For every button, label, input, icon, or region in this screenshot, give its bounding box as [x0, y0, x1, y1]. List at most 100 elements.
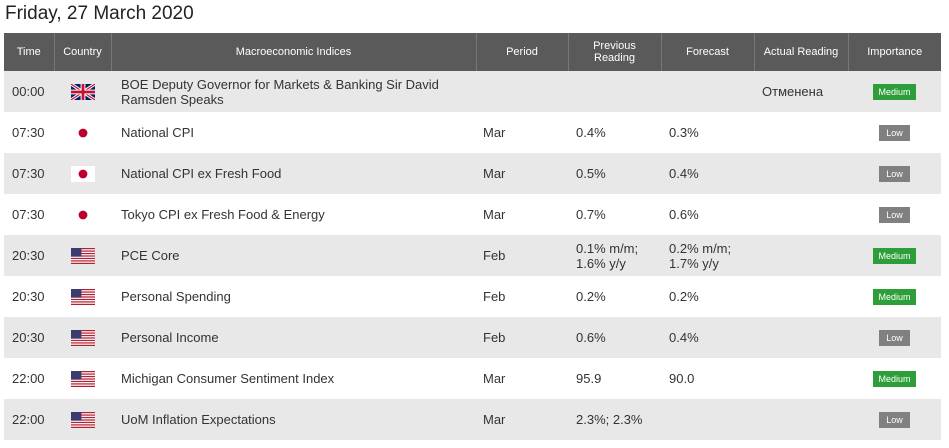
event-period — [476, 71, 568, 112]
page-title: Friday, 27 March 2020 — [5, 3, 194, 24]
table-row: 20:30 Personal Spending Feb 0.2% 0.2% Medium — [4, 276, 941, 317]
event-name: National CPI ex Fresh Food — [111, 153, 476, 194]
column-header-country: Country — [54, 33, 112, 71]
column-header-importance: Importance — [848, 33, 941, 71]
importance-badge: Low — [879, 412, 910, 428]
importance-cell: Low — [848, 194, 941, 235]
actual-reading — [754, 235, 848, 276]
japan-flag-icon — [70, 206, 95, 223]
previous-reading: 0.2% — [568, 276, 661, 317]
previous-reading — [568, 71, 661, 112]
table-header: Time Country Macroeconomic Indices Perio… — [4, 33, 941, 71]
importance-badge: Medium — [873, 289, 916, 305]
table-row: 07:30 National CPI ex Fresh Food Mar 0.5% 0.… — [4, 153, 941, 194]
event-period: Mar — [476, 358, 568, 399]
event-time: 20:30 — [4, 235, 54, 276]
event-time: 07:30 — [4, 112, 54, 153]
forecast-value — [661, 399, 754, 440]
forecast-value-text: 0.2% — [669, 289, 699, 304]
forecast-value — [661, 71, 754, 112]
column-header-previous-label: Previous Reading — [593, 40, 636, 64]
event-period: Feb — [476, 276, 568, 317]
previous-reading: 0.6% — [568, 317, 661, 358]
importance-cell: Low — [848, 153, 941, 194]
event-time: 07:30 — [4, 153, 54, 194]
event-time: 07:30 — [4, 194, 54, 235]
event-period: Feb — [476, 317, 568, 358]
us-flag-icon — [70, 247, 95, 264]
forecast-value-text: 90.0 — [669, 371, 695, 386]
table-row: 20:30 Personal Income Feb 0.6% 0.4% Low — [4, 317, 941, 358]
japan-flag-icon — [70, 165, 95, 182]
us-flag-icon — [70, 370, 95, 387]
country-cell — [54, 399, 111, 440]
table-row: 07:30 Tokyo CPI ex Fresh Food & Energy Mar… — [4, 194, 941, 235]
actual-reading — [754, 112, 848, 153]
event-name: UoM Inflation Expectations — [111, 399, 476, 440]
forecast-value-text: 0.2% m/m; 1.7% y/y — [669, 240, 732, 271]
column-header-forecast: Forecast — [661, 33, 755, 71]
table-row: 20:30 PCE Core Feb 0.1% m/m; 1.6% y/y 0.2% m… — [4, 235, 941, 276]
country-cell — [54, 317, 111, 358]
country-cell — [54, 194, 111, 235]
japan-flag-icon — [70, 124, 95, 141]
column-header-previous: Previous Reading — [568, 33, 662, 71]
event-name: Michigan Consumer Sentiment Index — [111, 358, 476, 399]
importance-cell: Low — [848, 317, 941, 358]
event-period: Mar — [476, 153, 568, 194]
previous-reading: 0.4% — [568, 112, 661, 153]
event-period: Feb — [476, 235, 568, 276]
country-cell — [54, 358, 111, 399]
previous-reading-value: 0.2% — [576, 289, 606, 304]
importance-badge: Medium — [873, 248, 916, 264]
event-time: 20:30 — [4, 317, 54, 358]
table-row: 22:00 Michigan Consumer Sentiment Index Ma… — [4, 358, 941, 399]
event-name: National CPI — [111, 112, 476, 153]
previous-reading: 95.9 — [568, 358, 661, 399]
event-time: 00:00 — [4, 71, 54, 112]
importance-badge: Low — [879, 125, 910, 141]
previous-reading: 0.1% m/m; 1.6% y/y — [568, 235, 661, 276]
event-name: BOE Deputy Governor for Markets & Bankin… — [111, 71, 476, 112]
actual-reading — [754, 317, 848, 358]
forecast-value: 0.2% — [661, 276, 754, 317]
forecast-value: 0.6% — [661, 194, 754, 235]
country-cell — [54, 276, 111, 317]
importance-cell: Low — [848, 399, 941, 440]
actual-reading — [754, 399, 848, 440]
forecast-value: 0.2% m/m; 1.7% y/y — [661, 235, 754, 276]
importance-badge: Low — [879, 330, 910, 346]
actual-reading — [754, 276, 848, 317]
event-period: Mar — [476, 194, 568, 235]
table-row: 00:00 BOE Deputy Governor for Markets & B… — [4, 71, 941, 112]
event-time: 22:00 — [4, 399, 54, 440]
importance-badge: Medium — [873, 371, 916, 387]
country-cell — [54, 112, 111, 153]
table-row: 07:30 National CPI Mar 0.4% 0.3% Low — [4, 112, 941, 153]
event-period: Mar — [476, 399, 568, 440]
previous-reading-value: 0.4% — [576, 125, 606, 140]
event-name: Personal Income — [111, 317, 476, 358]
forecast-value-text: 0.3% — [669, 125, 699, 140]
forecast-value-text: 0.4% — [669, 330, 699, 345]
previous-reading-value: 2.3%; 2.3% — [576, 412, 643, 427]
country-cell — [54, 153, 111, 194]
event-time: 20:30 — [4, 276, 54, 317]
previous-reading-value: 0.1% m/m; 1.6% y/y — [576, 240, 639, 271]
column-header-period: Period — [476, 33, 569, 71]
country-cell — [54, 235, 111, 276]
importance-cell: Medium — [848, 276, 941, 317]
importance-cell: Medium — [848, 358, 941, 399]
importance-cell: Medium — [848, 235, 941, 276]
actual-reading — [754, 194, 848, 235]
forecast-value: 0.4% — [661, 317, 754, 358]
forecast-value-text: 0.4% — [669, 166, 699, 181]
previous-reading-value: 0.7% — [576, 207, 606, 222]
importance-badge: Medium — [873, 84, 916, 100]
event-name: Personal Spending — [111, 276, 476, 317]
actual-reading: Отменена — [754, 71, 848, 112]
forecast-value: 0.4% — [661, 153, 754, 194]
previous-reading: 0.7% — [568, 194, 661, 235]
importance-cell: Low — [848, 112, 941, 153]
event-period: Mar — [476, 112, 568, 153]
